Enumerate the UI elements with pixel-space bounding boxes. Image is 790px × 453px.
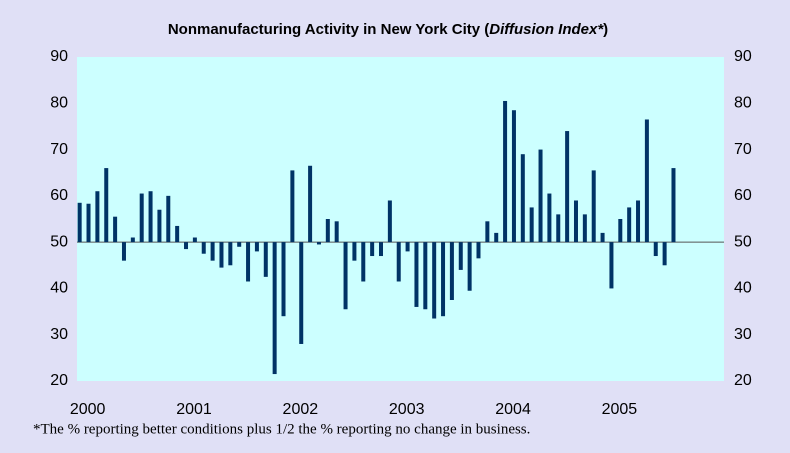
x-tick-label: 2003 bbox=[389, 401, 425, 418]
bar bbox=[263, 242, 268, 277]
y2-tick-label: 70 bbox=[734, 141, 752, 158]
bar bbox=[139, 193, 144, 243]
bar bbox=[547, 193, 552, 243]
bar bbox=[192, 237, 197, 243]
bar bbox=[77, 202, 82, 243]
y-tick-label: 70 bbox=[50, 141, 68, 158]
x-tick-label: 2000 bbox=[70, 401, 106, 418]
bar bbox=[316, 242, 321, 245]
bar bbox=[441, 242, 446, 317]
bar bbox=[644, 119, 649, 243]
bar bbox=[582, 214, 587, 243]
chart-title: Nonmanufacturing Activity in New York Ci… bbox=[168, 21, 608, 38]
bar bbox=[432, 242, 437, 319]
bar bbox=[281, 242, 286, 317]
bar bbox=[148, 191, 153, 243]
bar bbox=[591, 170, 596, 243]
bar bbox=[458, 242, 463, 270]
bar bbox=[653, 242, 658, 257]
x-tick-label: 2001 bbox=[176, 401, 212, 418]
bar bbox=[157, 209, 162, 243]
bar bbox=[405, 242, 410, 252]
bar bbox=[299, 242, 304, 344]
y-tick-label: 90 bbox=[50, 48, 68, 65]
bar bbox=[423, 242, 428, 310]
bar bbox=[573, 200, 578, 243]
title-text: Nonmanufacturing Activity in New York Ci… bbox=[168, 21, 489, 38]
y-tick-label: 50 bbox=[50, 233, 68, 250]
bar bbox=[201, 242, 206, 254]
y-tick-label: 20 bbox=[50, 372, 68, 389]
bar bbox=[272, 242, 277, 375]
y-tick-label: 40 bbox=[50, 280, 68, 297]
bar bbox=[210, 242, 215, 261]
bar bbox=[529, 207, 534, 243]
bar bbox=[325, 219, 330, 243]
bar bbox=[476, 242, 481, 259]
bar bbox=[113, 216, 118, 243]
title-end: ) bbox=[603, 21, 608, 38]
bar bbox=[166, 195, 171, 243]
bar bbox=[511, 110, 516, 243]
y-tick-label: 30 bbox=[50, 326, 68, 343]
bar bbox=[254, 242, 259, 252]
bar bbox=[485, 221, 490, 243]
bar bbox=[556, 214, 561, 243]
plot-area bbox=[77, 57, 724, 381]
bar bbox=[671, 168, 676, 243]
y-tick-label: 80 bbox=[50, 95, 68, 112]
bar bbox=[414, 242, 419, 307]
bar bbox=[290, 170, 295, 243]
bar bbox=[237, 242, 242, 247]
bar bbox=[95, 191, 100, 243]
bar bbox=[343, 242, 348, 310]
y2-tick-label: 80 bbox=[734, 95, 752, 112]
bar bbox=[449, 242, 454, 300]
bar bbox=[246, 242, 251, 282]
title-italic: Diffusion Index* bbox=[489, 21, 604, 38]
bar bbox=[503, 100, 508, 243]
footnote: *The % reporting better conditions plus … bbox=[33, 421, 530, 437]
bar bbox=[361, 242, 366, 282]
bar bbox=[308, 165, 313, 243]
bar bbox=[352, 242, 357, 261]
bar bbox=[86, 203, 91, 243]
bar bbox=[121, 242, 126, 261]
y2-tick-label: 90 bbox=[734, 48, 752, 65]
bar bbox=[334, 221, 339, 243]
bar bbox=[467, 242, 472, 291]
bar bbox=[130, 237, 135, 243]
bar bbox=[387, 200, 392, 243]
bar bbox=[565, 131, 570, 243]
bar bbox=[520, 154, 525, 243]
bar bbox=[219, 242, 224, 268]
bar bbox=[636, 200, 641, 243]
bar bbox=[175, 225, 180, 243]
bar bbox=[618, 219, 623, 243]
bar bbox=[538, 149, 543, 243]
x-tick-label: 2005 bbox=[602, 401, 638, 418]
bar bbox=[184, 242, 189, 250]
y2-tick-label: 60 bbox=[734, 187, 752, 204]
bar bbox=[494, 232, 499, 243]
bar bbox=[104, 168, 109, 243]
y2-tick-label: 50 bbox=[734, 233, 752, 250]
bar bbox=[600, 232, 605, 243]
bar bbox=[370, 242, 375, 257]
x-tick-label: 2004 bbox=[495, 401, 531, 418]
bar bbox=[379, 242, 384, 257]
x-tick-label: 2002 bbox=[283, 401, 319, 418]
bar bbox=[609, 242, 614, 289]
bar bbox=[396, 242, 401, 282]
bar bbox=[662, 242, 667, 266]
y2-tick-label: 30 bbox=[734, 326, 752, 343]
bar bbox=[228, 242, 233, 266]
y-tick-label: 60 bbox=[50, 187, 68, 204]
y2-tick-label: 40 bbox=[734, 280, 752, 297]
y2-tick-label: 20 bbox=[734, 372, 752, 389]
bar bbox=[627, 207, 632, 243]
